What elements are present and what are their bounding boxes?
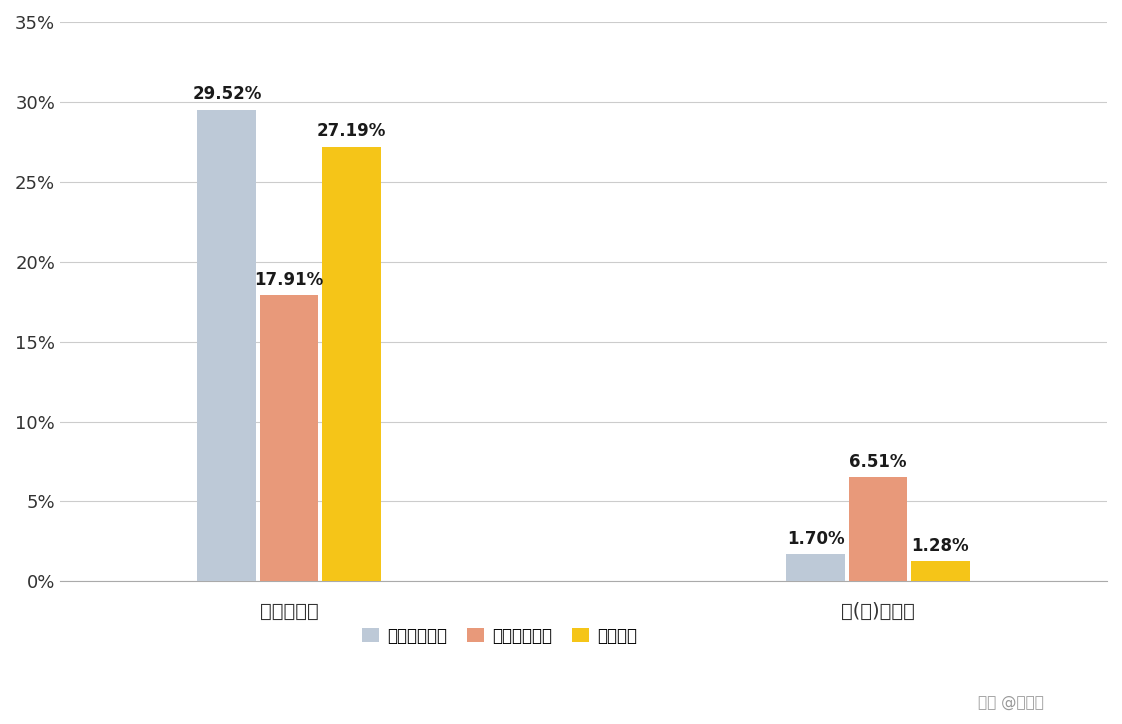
Bar: [911, 561, 969, 581]
Text: 头条 @优志愿: 头条 @优志愿: [977, 694, 1043, 710]
Legend: 太原理工大学, 山西财经大学, 山西大学: 太原理工大学, 山西财经大学, 山西大学: [356, 620, 644, 652]
Text: 6.51%: 6.51%: [849, 453, 907, 471]
Bar: [787, 554, 845, 581]
Text: 17.91%: 17.91%: [255, 271, 323, 289]
Text: 27.19%: 27.19%: [316, 122, 386, 140]
Text: 1.70%: 1.70%: [787, 530, 845, 548]
Bar: [197, 109, 256, 581]
Text: 1.28%: 1.28%: [911, 536, 969, 555]
Text: 29.52%: 29.52%: [192, 85, 261, 104]
Bar: [322, 147, 380, 581]
Bar: [259, 295, 319, 581]
Bar: [848, 477, 908, 581]
